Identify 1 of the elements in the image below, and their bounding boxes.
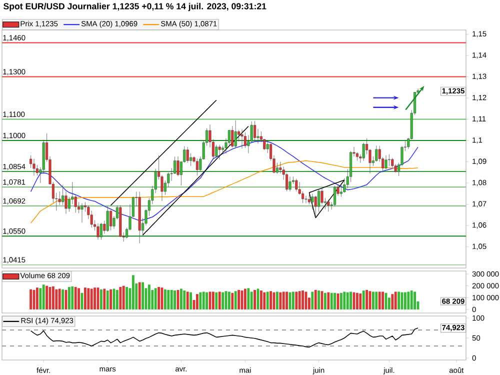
chart-title: Spot EUR/USD Journalier 1,1235 +0,11 % 14 juil. 2023, 09:31:21 — [4, 2, 266, 12]
